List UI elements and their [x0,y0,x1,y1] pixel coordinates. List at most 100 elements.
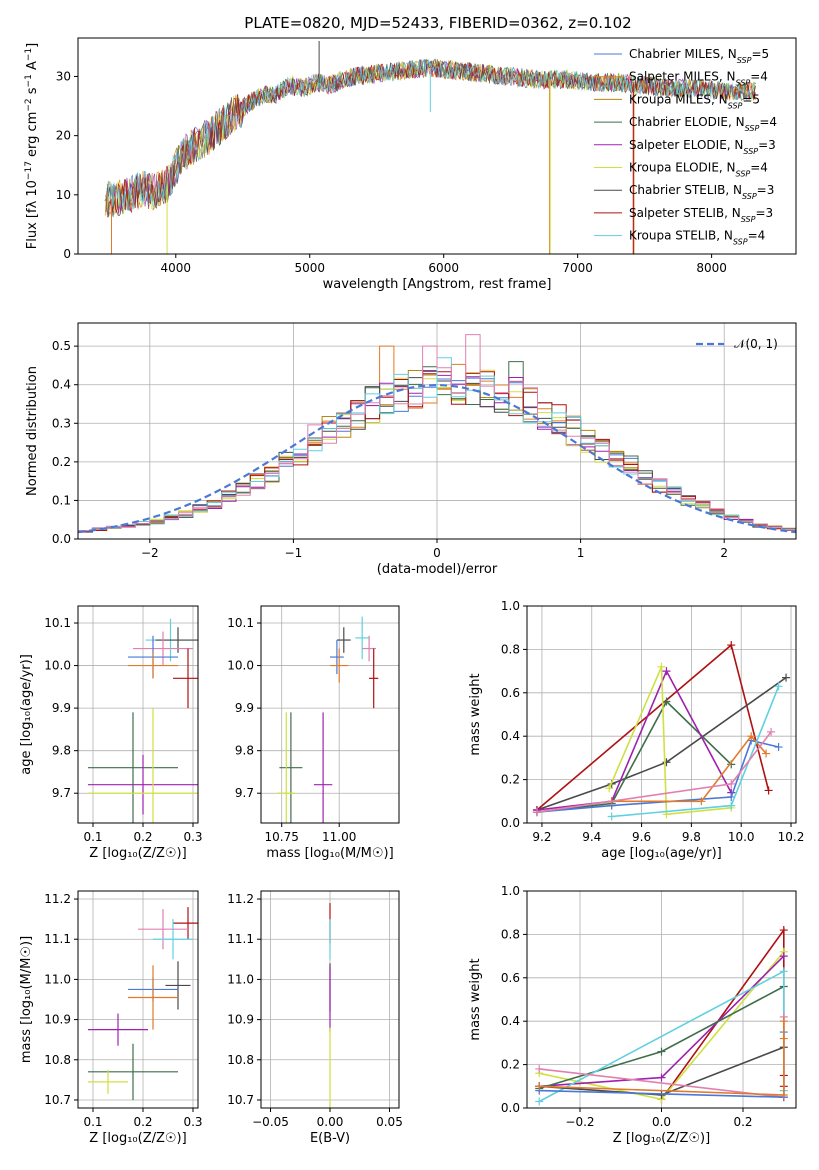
y-tick-label: 0.2 [52,455,71,469]
x-tick-label: 1 [577,546,585,560]
x-tick-label: 0.3 [183,1115,202,1129]
weight-marker [747,732,756,741]
y-tick-label: 0.4 [52,378,71,392]
y-tick-label: 11.1 [227,932,254,946]
y-tick-label: 10.7 [44,1093,71,1107]
legend-label: Salpeter MILES, NSSP=4 [629,70,768,88]
plot-area-age-vs-mass [277,616,379,823]
y-tick-label: 10.9 [227,1013,254,1027]
weight-marker [657,1047,666,1056]
x-axis-label: mass [log₁₀(M/M☉)] [266,846,393,861]
weight-marker [782,673,791,682]
weight-marker [535,1097,544,1106]
x-tick-label: 0.2 [133,830,152,844]
legend-label: Salpeter STELIB, NSSP=3 [629,206,773,224]
x-tick-label: 2 [720,546,728,560]
weight-marker [767,727,776,736]
x-tick-label: 10.2 [778,830,805,844]
x-tick-label: 4000 [161,261,192,275]
x-tick-label: 0.2 [733,1115,752,1129]
x-tick-label: −0.05 [252,1115,289,1129]
weight-marker [607,812,616,821]
plot-area-mass-weight-vs-Z [535,926,788,1106]
y-axis-label: mass weight [468,958,483,1040]
x-tick-label: 0.0 [652,1115,671,1129]
legend-label: Kroupa MILES, NSSP=5 [629,92,760,110]
weight-marker [762,749,771,758]
weight-marker [764,786,773,795]
y-tick-label: 9.7 [52,786,71,800]
y-tick-label: 11.2 [227,892,254,906]
weight-marker [727,779,736,788]
weight-marker [779,952,788,961]
axes-age-vs-Z: 0.1 0.2 0.3 9.7 9.8 9.9 10.0 10.1 Z [log₁₀(Z/Z☉)… [19,605,203,861]
y-tick-label: 0.0 [501,816,520,830]
y-tick-label: 10.8 [227,1053,254,1067]
x-axis-label: age [log₁₀(age/yr)] [601,846,722,861]
axes-mass-vs-EBV: −0.05 0.00 0.05 10.7 10.8 10.9 11.0 11.1 11.2 E(B… [227,890,403,1146]
x-tick-label: 5000 [294,261,325,275]
weight-marker [697,797,706,806]
y-tick-label: 30 [56,69,71,83]
axes-mass-weight-vs-age: 9.2 9.4 9.6 9.8 10.0 10.2 0.0 0.2 0.4 0.6 0.8 1.0 ag… [468,599,804,861]
axes-frame [260,890,400,1109]
weight-marker [657,1073,666,1082]
weight-marker [532,808,541,817]
weight-marker [657,662,666,671]
weight-line [536,731,772,813]
weight-marker [774,743,783,752]
y-tick-label: 0.8 [501,927,520,941]
weight-marker [535,1064,544,1073]
weight-line [539,1021,785,1096]
y-tick-label: 0.8 [501,642,520,656]
x-tick-label: 0.05 [376,1115,403,1129]
plot-area-residuals [78,334,796,534]
y-tick-label: 0.0 [501,1101,520,1115]
legend-label: Chabrier STELIB, NSSP=3 [629,183,774,201]
y-tick-label: 9.8 [235,744,254,758]
histogram-step [78,334,796,532]
axes-mass-vs-Z: 0.1 0.2 0.3 10.7 10.8 10.9 11.0 11.1 11.2 Z [log₁… [19,890,203,1146]
weight-marker [779,967,788,976]
x-tick-label: 7000 [562,261,593,275]
y-tick-label: 10.7 [227,1093,254,1107]
axes-residuals: −2 −1 0 1 2 0.0 0.1 0.2 0.3 0.4 0.5 (data-model)/er… [25,322,797,577]
plot-area-mass-vs-Z [88,907,198,1100]
legend-label: Chabrier ELODIE, NSSP=4 [629,115,777,133]
weight-marker [662,667,671,676]
y-tick-label: 0.3 [52,416,71,430]
weight-line [660,927,785,1100]
axes-frame [77,322,797,540]
axes-age-vs-mass: 10.75 11.00 9.7 9.8 9.9 10.0 10.1 mass [log₁₀(M… [227,605,400,861]
plot-area-spectrum [104,40,757,254]
x-axis-label: Z [log₁₀(Z/Z☉)] [89,846,186,861]
weight-marker [774,682,783,691]
x-tick-label: 0.1 [83,1115,102,1129]
legend-label: Salpeter ELODIE, NSSP=3 [629,138,776,156]
y-tick-label: 9.7 [235,786,254,800]
spectrum-line [107,59,756,218]
y-tick-label: 0.1 [52,493,71,507]
weight-marker [779,1017,788,1026]
x-axis-label: Z [log₁₀(Z/Z☉)] [613,1131,710,1146]
x-tick-label: 9.8 [682,830,701,844]
y-tick-label: 10.1 [44,616,71,630]
y-tick-label: 0.5 [52,339,71,353]
plot-area-mass-weight-vs-age [532,641,791,821]
weight-marker [727,801,736,810]
weight-marker [662,697,671,706]
weight-line [608,666,732,816]
weight-marker [727,641,736,650]
x-tick-label: 9.2 [532,830,551,844]
y-tick-label: 0 [63,247,71,261]
y-axis-label: mass [log₁₀(M/M☉)] [19,936,34,1063]
legend-label: 𝒩(0, 1) [734,337,778,351]
x-axis-label: Z [log₁₀(Z/Z☉)] [89,1131,186,1146]
y-tick-label: 0.4 [501,729,520,743]
weight-marker [779,1090,788,1099]
axes-frame [260,605,400,824]
x-axis-label: wavelength [Angstrom, rest frame] [323,277,552,292]
y-tick-label: 0.2 [501,1058,520,1072]
axes-frame [77,37,797,255]
